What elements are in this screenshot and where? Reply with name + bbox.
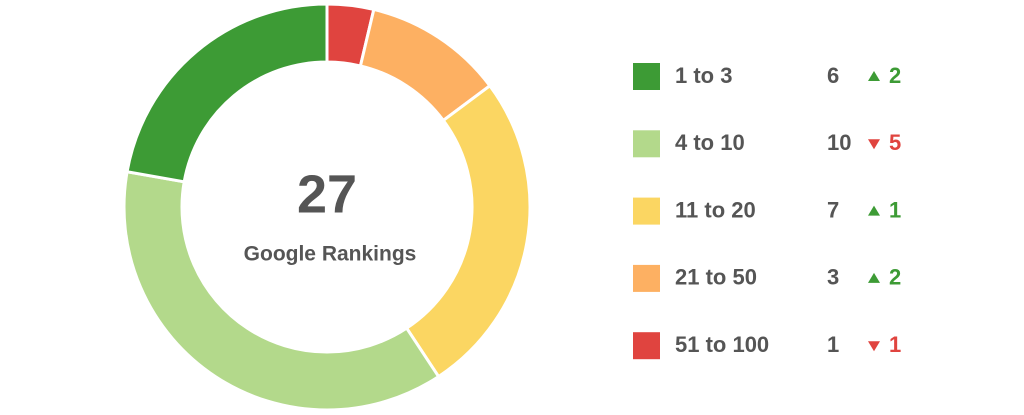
legend-swatch: [633, 332, 660, 360]
legend-swatch: [633, 63, 660, 90]
legend-swatch: [633, 197, 660, 225]
change-value: 2: [889, 63, 901, 88]
change-value: 2: [889, 265, 901, 290]
legend-label: 4 to 10: [675, 130, 745, 155]
legend-count: 1: [827, 332, 839, 357]
legend-swatch: [633, 264, 660, 292]
legend-count: 3: [827, 265, 839, 290]
legend-label: 51 to 100: [675, 332, 769, 357]
arrow-up: [868, 272, 880, 283]
center-label: Google Rankings: [244, 243, 417, 266]
donut-segment: [122, 170, 441, 412]
center-value: 27: [297, 164, 357, 224]
donut-segment: [125, 2, 329, 184]
change-value: 1: [889, 332, 901, 357]
donut-segment: [404, 83, 532, 379]
legend-count: 6: [827, 63, 839, 88]
arrow-up: [868, 205, 880, 216]
legend-label: 1 to 3: [675, 63, 732, 88]
legend-count: 10: [827, 130, 851, 155]
legend-label: 21 to 50: [675, 265, 757, 290]
legend-swatch: [633, 130, 660, 158]
change-value: 1: [889, 197, 901, 222]
change-value: 5: [889, 130, 901, 155]
arrow-down: [868, 341, 880, 352]
arrow-up: [868, 71, 880, 81]
arrow-down: [868, 139, 880, 150]
legend-label: 11 to 20: [675, 197, 756, 222]
legend-count: 7: [827, 197, 839, 222]
